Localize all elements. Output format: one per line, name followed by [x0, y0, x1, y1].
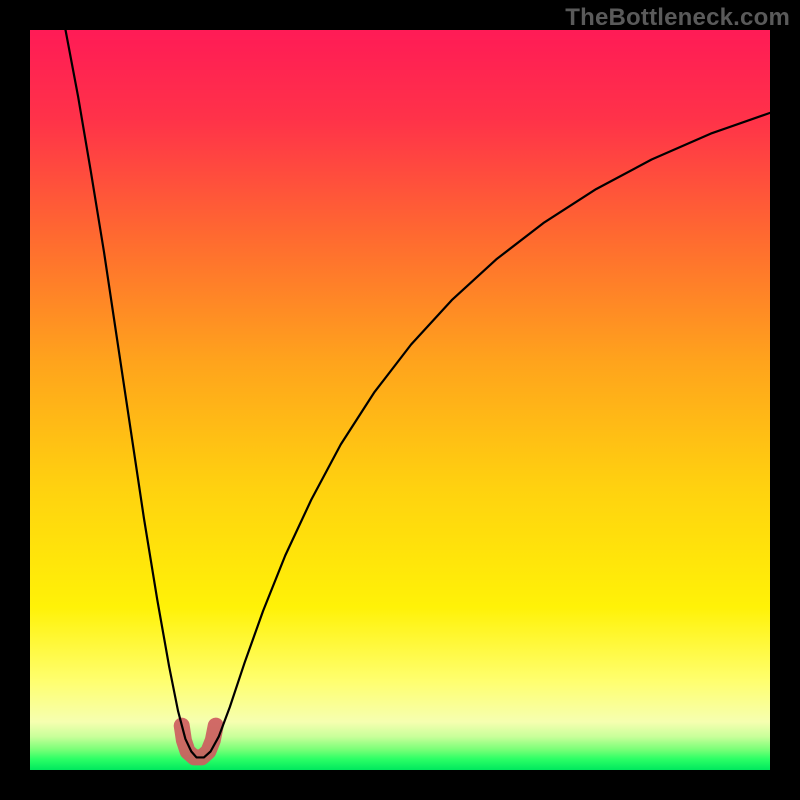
- chart-background-gradient: [30, 30, 770, 770]
- chart-plot-area: [30, 30, 770, 770]
- watermark-text: TheBottleneck.com: [565, 4, 790, 32]
- chart-svg: [30, 30, 770, 770]
